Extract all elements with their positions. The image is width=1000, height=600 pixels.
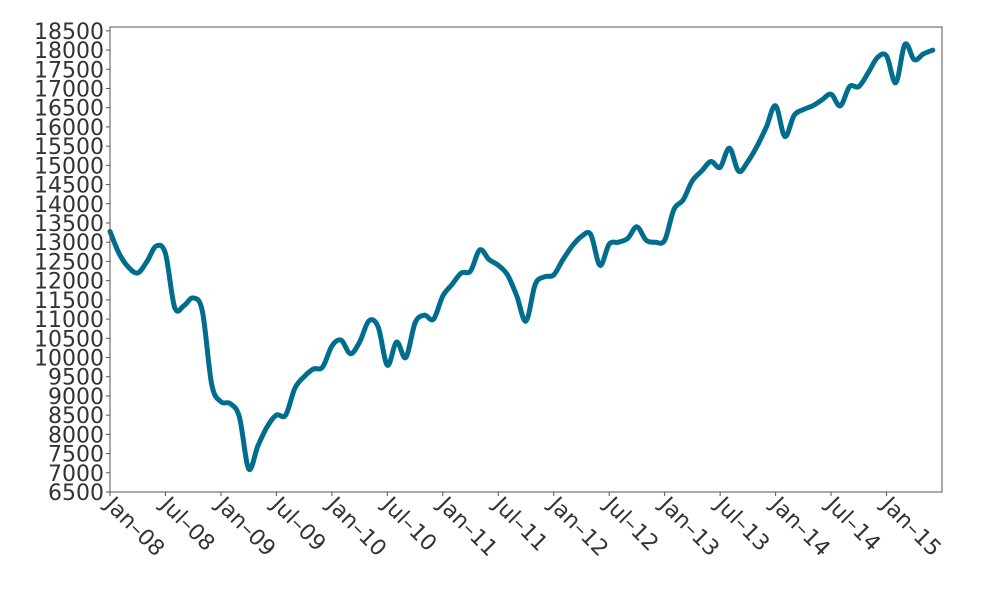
y-tick-label: 17000: [34, 77, 104, 102]
y-tick-label: 9000: [48, 385, 104, 410]
series-line-0: [107, 41, 936, 473]
y-tick-label: 12500: [34, 250, 104, 275]
x-tick-label: Jan–11: [431, 491, 502, 562]
x-tick-label: Jan–10: [320, 491, 391, 562]
y-tick-label: 10500: [34, 327, 104, 352]
y-axis: 6500700075008000850090009500100001050011…: [34, 20, 110, 506]
y-tick-label: 9500: [48, 366, 104, 391]
y-tick-label: 7500: [48, 443, 104, 468]
y-tick-label: 7000: [48, 462, 104, 487]
y-tick-label: 8000: [48, 423, 104, 448]
x-tick-label: Jan–13: [653, 491, 724, 562]
x-tick-label: Jan–08: [98, 491, 169, 562]
y-tick-label: 11000: [34, 308, 104, 333]
y-tick-label: 18000: [34, 39, 104, 64]
series-layer: [107, 41, 936, 473]
y-tick-label: 14000: [34, 193, 104, 218]
y-tick-label: 11500: [34, 289, 104, 314]
y-tick-label: 16000: [34, 116, 104, 141]
x-tick-label: Jan–12: [542, 491, 613, 562]
y-tick-label: 16500: [34, 97, 104, 122]
y-tick-label: 6500: [48, 481, 104, 506]
x-tick-label: Jan–15: [875, 491, 946, 562]
y-tick-label: 15000: [34, 154, 104, 179]
plot-area-frame: [109, 26, 943, 493]
y-tick-label: 15500: [34, 135, 104, 160]
y-tick-label: 13500: [34, 212, 104, 237]
y-tick-label: 18500: [34, 20, 104, 45]
y-tick-label: 12000: [34, 270, 104, 295]
x-tick-label: Jan–09: [209, 491, 280, 562]
y-tick-label: 17500: [34, 58, 104, 83]
y-tick-label: 14500: [34, 174, 104, 199]
x-axis: Jan–08Jul–08Jan–09Jul–09Jan–10Jul–10Jan–…: [98, 491, 945, 562]
y-tick-label: 10000: [34, 346, 104, 371]
x-tick-label: Jan–14: [764, 491, 835, 562]
y-tick-label: 8500: [48, 404, 104, 429]
y-tick-label: 13000: [34, 231, 104, 256]
